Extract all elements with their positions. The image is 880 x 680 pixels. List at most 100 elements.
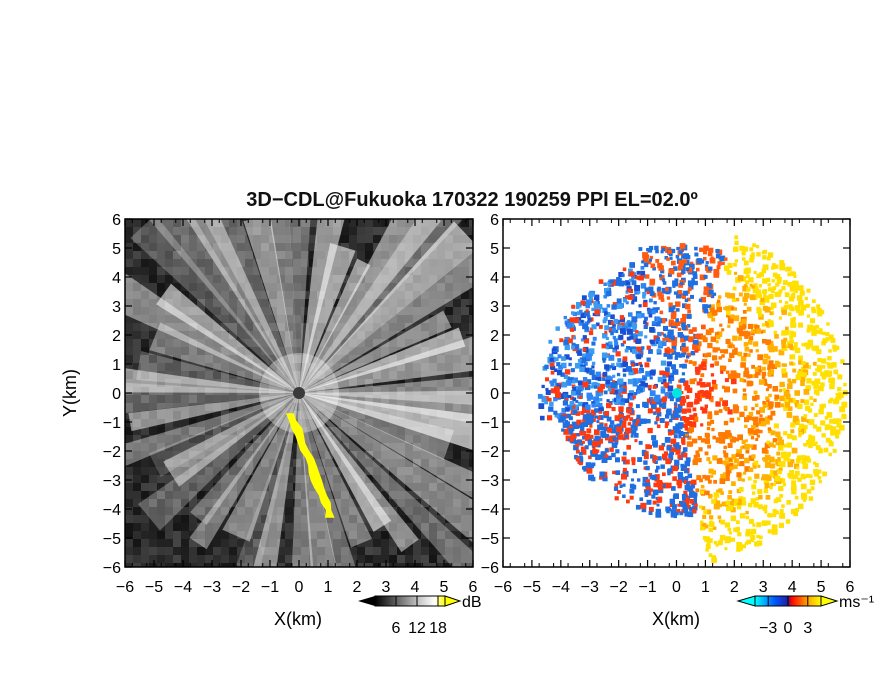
noise-cell — [325, 387, 333, 395]
velocity-cell — [744, 439, 748, 443]
velocity-cell — [652, 489, 659, 496]
velocity-cell — [639, 364, 643, 368]
noise-cell — [309, 227, 317, 235]
noise-cell — [397, 395, 405, 403]
noise-cell — [165, 235, 173, 243]
noise-cell — [141, 323, 149, 331]
velocity-cell — [610, 420, 615, 425]
velocity-cell — [735, 373, 741, 379]
velocity-cell — [822, 331, 826, 336]
noise-cell — [357, 459, 365, 467]
noise-cell — [421, 435, 429, 443]
velocity-cell — [762, 289, 768, 294]
noise-cell — [165, 459, 173, 467]
velocity-cell — [793, 274, 797, 278]
velocity-cell — [598, 415, 604, 420]
noise-cell — [197, 459, 205, 467]
velocity-cell — [783, 431, 788, 436]
velocity-cell — [710, 373, 715, 377]
velocity-cell — [656, 412, 662, 417]
velocity-cell — [724, 257, 728, 261]
noise-cell — [381, 347, 389, 355]
velocity-cell — [742, 388, 747, 392]
velocity-cell — [799, 431, 803, 436]
velocity-cell — [751, 528, 757, 534]
velocity-cell — [689, 378, 695, 385]
noise-cell — [301, 555, 309, 563]
noise-cell — [229, 323, 237, 331]
velocity-cell — [648, 387, 652, 391]
noise-cell — [445, 515, 453, 523]
velocity-cell — [645, 486, 651, 492]
velocity-cell — [794, 347, 801, 354]
velocity-cell — [610, 382, 617, 389]
velocity-cell — [594, 408, 599, 413]
velocity-cell — [751, 364, 756, 369]
velocity-cell — [629, 395, 635, 401]
velocity-cell — [631, 461, 636, 466]
noise-cell — [173, 267, 181, 275]
velocity-cell — [671, 321, 677, 327]
noise-cell — [381, 531, 389, 539]
noise-cell — [141, 443, 149, 451]
velocity-cell — [667, 468, 672, 473]
velocity-cell — [742, 379, 747, 383]
noise-cell — [325, 459, 333, 467]
noise-cell — [173, 539, 181, 547]
noise-cell — [437, 459, 445, 467]
noise-cell — [173, 347, 181, 355]
noise-cell — [149, 467, 157, 475]
noise-cell — [205, 467, 213, 475]
velocity-cell — [601, 457, 608, 463]
velocity-cell — [644, 322, 649, 326]
noise-cell — [373, 467, 381, 475]
noise-cell — [181, 531, 189, 539]
velocity-cell — [755, 369, 761, 376]
noise-cell — [461, 523, 469, 531]
velocity-cell — [812, 299, 816, 303]
velocity-cell — [704, 391, 711, 397]
velocity-cell — [723, 434, 728, 439]
velocity-cell — [827, 356, 832, 361]
noise-cell — [413, 243, 421, 251]
velocity-cell — [653, 301, 657, 305]
noise-cell — [165, 467, 173, 475]
noise-cell — [437, 475, 445, 483]
noise-cell — [389, 555, 397, 563]
velocity-cell — [580, 300, 586, 306]
noise-cell — [205, 499, 213, 507]
noise-cell — [157, 531, 165, 539]
noise-cell — [173, 547, 181, 555]
noise-cell — [357, 451, 365, 459]
velocity-cell — [591, 324, 597, 330]
velocity-cell — [614, 279, 621, 286]
noise-cell — [221, 227, 229, 235]
noise-cell — [341, 235, 349, 243]
velocity-cell — [695, 346, 701, 351]
velocity-cell — [782, 280, 788, 285]
velocity-cell — [621, 473, 627, 480]
noise-cell — [237, 379, 245, 387]
velocity-cell — [577, 350, 582, 354]
noise-cell — [269, 219, 277, 227]
velocity-cell — [671, 260, 676, 266]
velocity-cell — [692, 459, 698, 466]
velocity-cell — [791, 447, 798, 454]
velocity-cell — [631, 275, 636, 280]
velocity-cell — [710, 474, 714, 478]
noise-cell — [405, 243, 413, 251]
noise-cell — [285, 459, 293, 467]
noise-cell — [181, 515, 189, 523]
velocity-cell — [637, 478, 641, 482]
noise-cell — [197, 275, 205, 283]
noise-cell — [165, 363, 173, 371]
noise-cell — [229, 539, 237, 547]
noise-cell — [437, 395, 445, 403]
noise-cell — [381, 547, 389, 555]
noise-cell — [365, 219, 373, 227]
velocity-cell — [801, 372, 807, 378]
velocity-cell — [801, 455, 806, 460]
velocity-cell — [644, 335, 648, 339]
velocity-cell — [648, 298, 653, 303]
velocity-cell — [685, 457, 691, 463]
